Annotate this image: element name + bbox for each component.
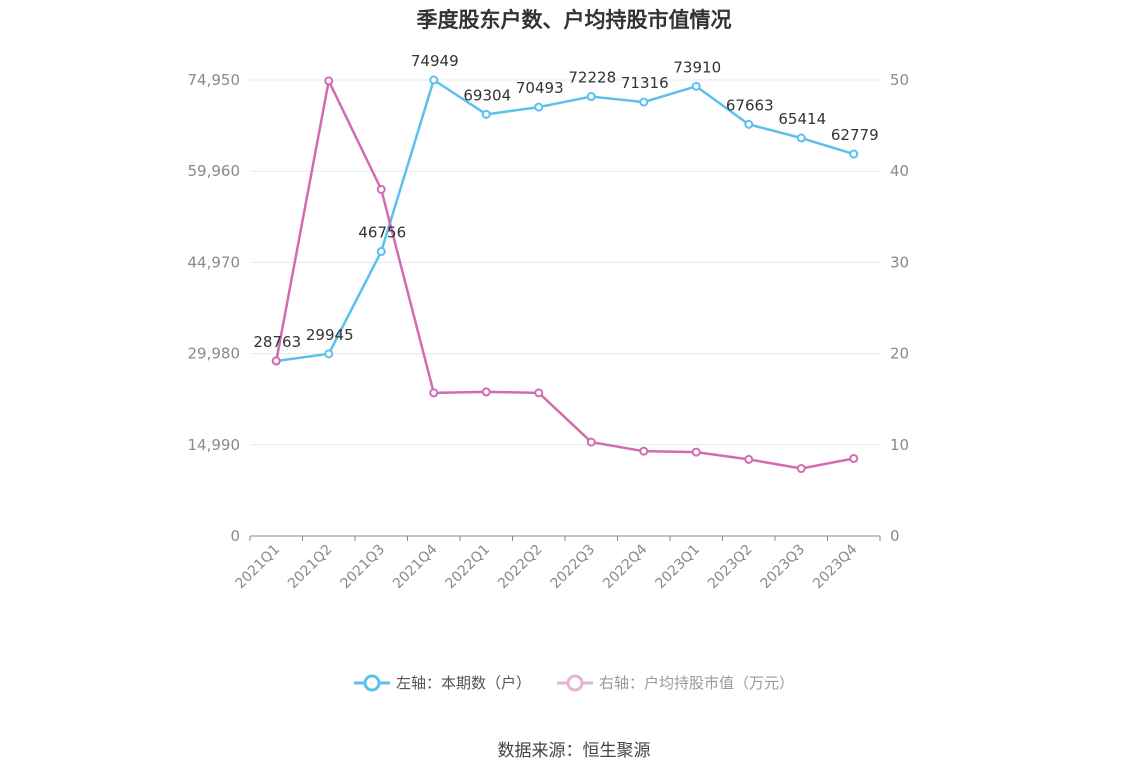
data-label: 69304 (463, 86, 511, 104)
x-tick-label: 2022Q4 (600, 541, 651, 592)
grid-lines (250, 79, 880, 446)
y-left-tick-label: 74,950 (188, 71, 241, 89)
series-1-point (691, 81, 701, 91)
series-1-point (796, 133, 806, 143)
source-note: 数据来源：恒生聚源 (497, 741, 651, 761)
x-tick-label: 2023Q2 (705, 542, 756, 593)
y-right-tick-label: 50 (890, 71, 909, 89)
legend-marker-blue-icon (353, 674, 390, 691)
legend-item-left-series[interactable]: 左轴：本期数（户） (353, 672, 531, 693)
legend-label-left-series: 左轴：本期数（户） (395, 674, 531, 692)
x-tick-label: 2021Q1 (232, 542, 283, 593)
data-label: 62779 (831, 126, 879, 144)
series-1-point (534, 102, 544, 112)
data-label: 70493 (516, 79, 564, 97)
legend-marker-pink-icon (557, 674, 593, 691)
series-1-point (849, 149, 859, 159)
y-right-tick-label: 10 (890, 436, 909, 454)
data-label: 71316 (621, 74, 669, 92)
x-tick-label: 2021Q3 (337, 542, 388, 593)
y-right-tick-label: 30 (890, 253, 909, 271)
y-right-tick-label: 0 (890, 527, 900, 545)
y-right-tick-label: 20 (890, 345, 909, 363)
data-label: 65414 (778, 110, 826, 128)
y-right-tick-label: 40 (890, 162, 909, 180)
data-label: 67663 (726, 96, 774, 114)
data-label: 73910 (673, 58, 721, 76)
legend: 左轴：本期数（户） 右轴：户均持股市值（万元） (0, 672, 1148, 693)
x-tick-label: 2022Q3 (547, 542, 598, 593)
series-1-point (586, 92, 596, 102)
series-2-point (324, 76, 334, 86)
series-2-point (429, 388, 439, 398)
series-2-point (849, 453, 859, 463)
series-lines (271, 75, 859, 474)
y-left-tick-label: 29,980 (188, 345, 241, 363)
series-1-point (324, 349, 334, 359)
series-2-point (534, 388, 544, 398)
series-1-point (744, 119, 754, 129)
y-left-tick-label: 44,970 (188, 253, 241, 271)
y-left-tick-label: 0 (230, 527, 240, 545)
series-2-point (481, 387, 491, 397)
series-2-point (639, 446, 649, 456)
axes: 0 0 14,990 10 29,980 20 44,970 30 59,960 40 74,950… (188, 71, 910, 592)
series-2-point (796, 464, 806, 474)
legend-label-right-series: 右轴：户均持股市值（万元） (599, 674, 795, 692)
x-tick-label: 2023Q3 (757, 542, 808, 593)
series-2-point (376, 184, 386, 194)
y-left-tick-label: 59,960 (188, 162, 241, 180)
x-tick-label: 2022Q1 (442, 542, 493, 593)
x-tick-label: 2023Q4 (810, 541, 861, 592)
series-line-1 (276, 78, 855, 363)
series-2-point (691, 447, 701, 457)
data-label: 29945 (306, 326, 354, 344)
series-1-point (639, 97, 649, 107)
x-tick-label: 2022Q2 (495, 542, 546, 593)
y-left-tick-label: 14,990 (188, 436, 241, 454)
data-label: 46756 (358, 224, 406, 242)
series-1-point (481, 109, 491, 119)
chart-title: 季度股东户数、户均持股市值情况 (416, 8, 732, 32)
data-label: 72228 (568, 69, 616, 87)
x-tick-label: 2021Q2 (285, 542, 336, 593)
series-line-2 (275, 79, 854, 470)
data-label: 74949 (411, 52, 459, 70)
series-1-point (429, 75, 439, 85)
series-2-point (271, 356, 281, 366)
series-2-point (586, 437, 596, 447)
legend-item-right-series[interactable]: 右轴：户均持股市值（万元） (557, 672, 794, 693)
series-1-point (376, 247, 386, 257)
x-tick-label: 2023Q1 (652, 542, 703, 593)
series-2-point (744, 454, 754, 464)
x-tick-label: 2021Q4 (390, 541, 441, 592)
data-label: 28763 (253, 333, 301, 351)
